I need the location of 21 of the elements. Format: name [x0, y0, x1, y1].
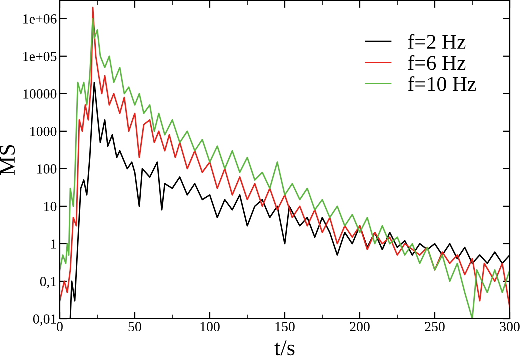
- legend-label: f=2 Hz: [408, 34, 466, 49]
- legend-label: f=10 Hz: [408, 76, 476, 92]
- y-tick-label: 1: [52, 240, 56, 249]
- x-tick-label: 100: [200, 322, 220, 332]
- y-tick-label: 10000: [24, 90, 57, 99]
- legend-label: f=6 Hz: [408, 55, 466, 70]
- x-axis-title: t/s: [274, 340, 295, 356]
- y-tick-label: 1000: [30, 127, 57, 136]
- y-tick-label: 1e+06: [24, 14, 57, 24]
- y-tick-label: 1e+05: [24, 52, 57, 62]
- y-tick-label: 10: [44, 202, 57, 212]
- y-axis-title: MS: [0, 145, 16, 176]
- x-tick-label: 200: [350, 322, 370, 332]
- y-tick-label: 100: [38, 164, 57, 174]
- x-tick-label: 250: [425, 322, 445, 332]
- y-tick-label: 0,01: [33, 314, 56, 326]
- x-tick-label: 300: [500, 322, 520, 332]
- x-tick-label: 50: [128, 322, 142, 332]
- y-tick-label: 0,1: [40, 277, 56, 288]
- x-tick-label: 0: [57, 322, 63, 332]
- x-tick-label: 150: [276, 322, 295, 332]
